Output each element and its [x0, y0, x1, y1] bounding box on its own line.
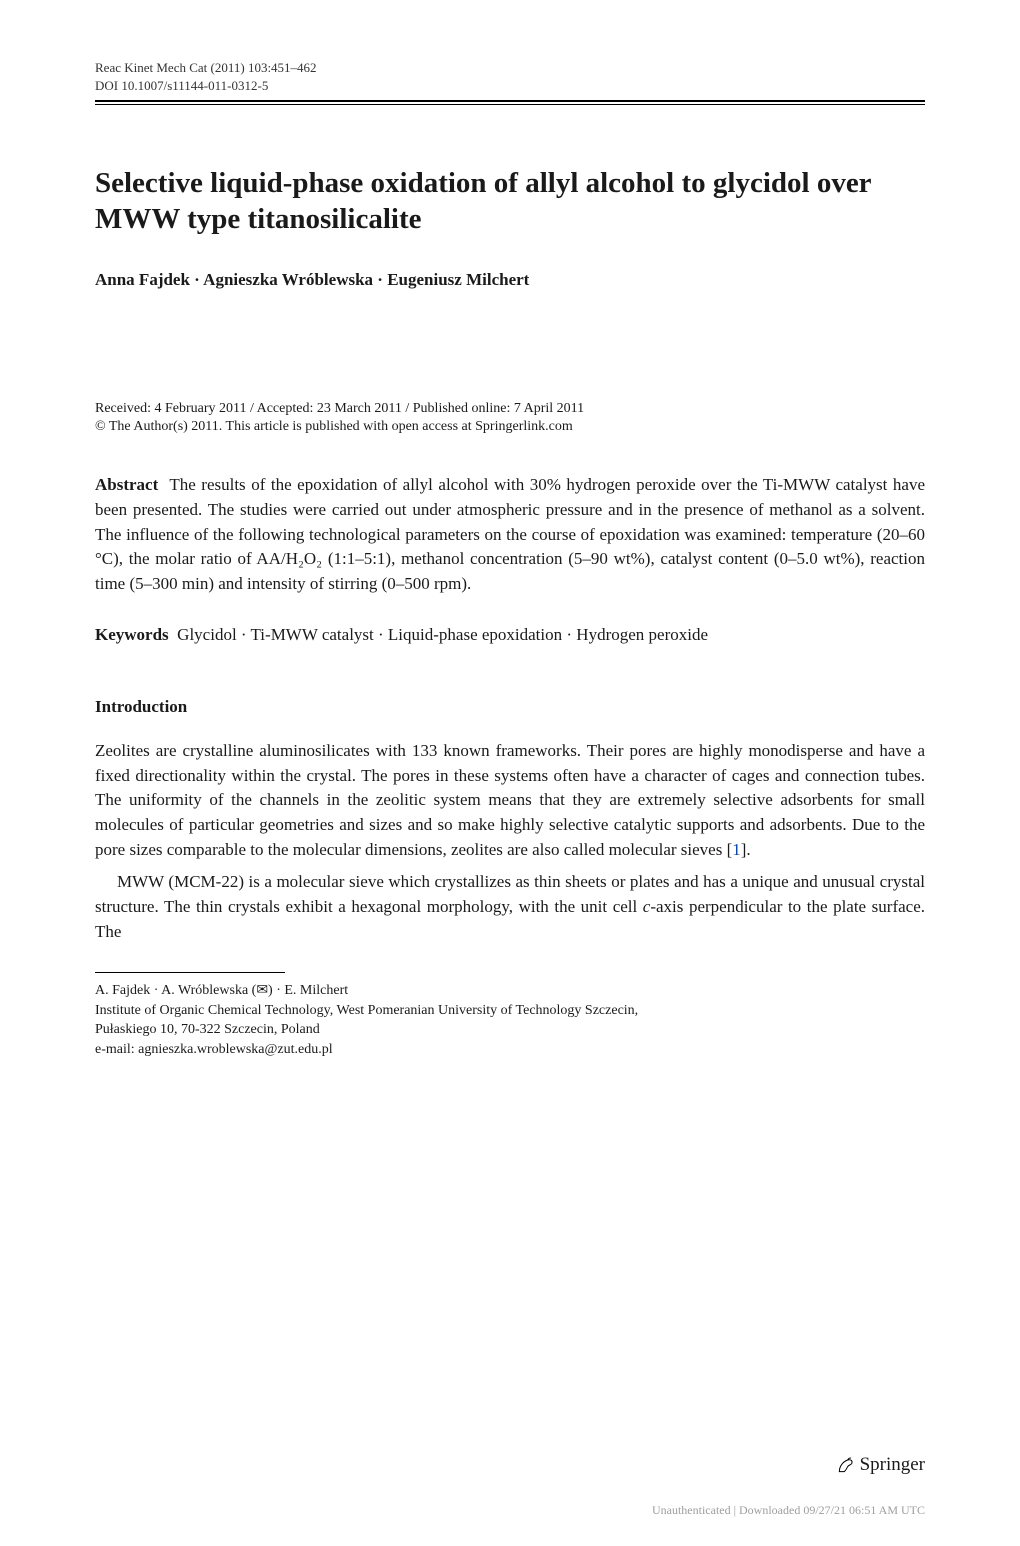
header-divider-thick [95, 100, 925, 102]
keywords-label: Keywords [95, 625, 169, 644]
journal-reference: Reac Kinet Mech Cat (2011) 103:451–462 [95, 60, 317, 76]
running-header: Reac Kinet Mech Cat (2011) 103:451–462 [95, 60, 925, 76]
copyright-line: © The Author(s) 2011. This article is pu… [95, 419, 925, 435]
download-watermark: Unauthenticated | Downloaded 09/27/21 06… [652, 1503, 925, 1518]
abstract-paragraph: Abstract The results of the epoxidation … [95, 473, 925, 596]
footnote-authors: A. Fajdek · A. Wróblewska (✉) · E. Milch… [95, 981, 925, 1001]
author-footnote: A. Fajdek · A. Wróblewska (✉) · E. Milch… [95, 981, 925, 1059]
springer-horse-icon [836, 1455, 856, 1475]
abstract-label: Abstract [95, 475, 158, 494]
doi-line: DOI 10.1007/s11144-011-0312-5 [95, 78, 925, 94]
footnote-divider [95, 972, 285, 973]
article-title: Selective liquid-phase oxidation of ally… [95, 165, 925, 238]
keywords-paragraph: Keywords Glycidol · Ti-MWW catalyst · Li… [95, 623, 925, 648]
publisher-logo: Springer [836, 1454, 925, 1476]
abstract-text: The results of the epoxidation of allyl … [95, 475, 925, 593]
article-dates: Received: 4 February 2011 / Accepted: 23… [95, 401, 925, 417]
section-heading-introduction: Introduction [95, 697, 925, 717]
keywords-text: Glycidol · Ti-MWW catalyst · Liquid-phas… [177, 625, 708, 644]
intro-p1-text-pre: Zeolites are crystalline aluminosilicate… [95, 741, 925, 859]
reference-link-1[interactable]: 1 [732, 840, 741, 859]
publisher-name: Springer [860, 1454, 925, 1476]
author-list: Anna Fajdek · Agnieszka Wróblewska · Eug… [95, 268, 925, 292]
footnote-affiliation-line1: Institute of Organic Chemical Technology… [95, 1001, 925, 1021]
intro-paragraph-1: Zeolites are crystalline aluminosilicate… [95, 739, 925, 862]
footnote-affiliation-line2: Pułaskiego 10, 70-322 Szczecin, Poland [95, 1020, 925, 1040]
footnote-email: e-mail: agnieszka.wroblewska@zut.edu.pl [95, 1040, 925, 1060]
intro-paragraph-2: MWW (MCM-22) is a molecular sieve which … [95, 870, 925, 944]
header-divider-thin [95, 104, 925, 105]
intro-p1-text-post: ]. [741, 840, 751, 859]
